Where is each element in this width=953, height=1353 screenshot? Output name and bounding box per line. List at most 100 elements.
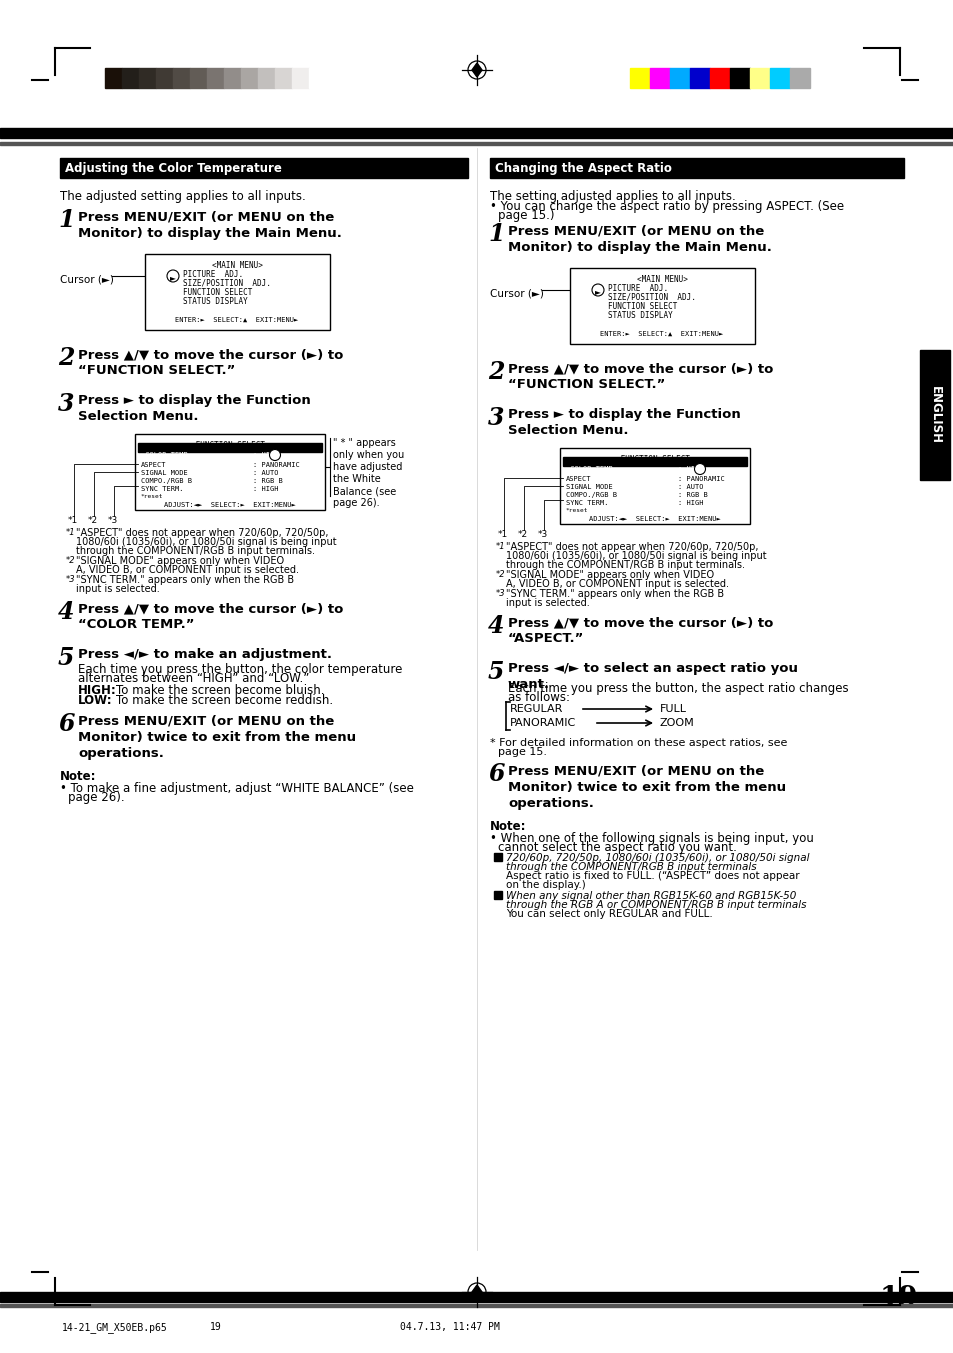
Bar xyxy=(0,142,953,145)
Bar xyxy=(0,1292,953,1302)
Text: Press ▲/▼ to move the cursor (►) to
“FUNCTION SELECT.”: Press ▲/▼ to move the cursor (►) to “FUN… xyxy=(78,348,343,377)
Text: 3: 3 xyxy=(488,406,504,430)
Text: : HIGH: : HIGH xyxy=(678,465,702,472)
Text: page 26).: page 26). xyxy=(68,792,125,804)
Text: : PANORAMIC: : PANORAMIC xyxy=(253,461,299,468)
Text: • When one of the following signals is being input, you: • When one of the following signals is b… xyxy=(490,832,813,846)
Circle shape xyxy=(269,449,280,460)
Text: • You can change the aspect ratio by pressing ASPECT. (See: • You can change the aspect ratio by pre… xyxy=(490,200,843,212)
Text: Press ▲/▼ to move the cursor (►) to
“ASPECT.”: Press ▲/▼ to move the cursor (►) to “ASP… xyxy=(507,616,773,645)
Bar xyxy=(138,442,322,452)
Text: Each time you press the button, the color temperature: Each time you press the button, the colo… xyxy=(78,663,402,676)
Text: "ASPECT" does not appear when 720/60p, 720/50p,: "ASPECT" does not appear when 720/60p, 7… xyxy=(76,528,328,538)
Text: Changing the Aspect Ratio: Changing the Aspect Ratio xyxy=(495,162,671,175)
Text: <FUNCTION SELECT>: <FUNCTION SELECT> xyxy=(615,455,694,464)
Text: To make the screen become bluish.: To make the screen become bluish. xyxy=(116,685,324,697)
Text: SIGNAL MODE: SIGNAL MODE xyxy=(565,484,612,490)
Bar xyxy=(156,68,172,88)
Circle shape xyxy=(592,284,603,296)
Bar xyxy=(649,68,669,88)
Text: page 15.: page 15. xyxy=(497,747,546,756)
Bar xyxy=(769,68,789,88)
Bar xyxy=(105,68,122,88)
Text: HIGH:: HIGH: xyxy=(78,685,116,697)
Text: *reset: *reset xyxy=(141,494,163,499)
Text: SIZE/POSITION  ADJ.: SIZE/POSITION ADJ. xyxy=(607,294,695,302)
Text: alternates between “HIGH” and “LOW.”: alternates between “HIGH” and “LOW.” xyxy=(78,672,309,685)
Text: : HIGH: : HIGH xyxy=(678,501,702,506)
Text: SYNC TERM.: SYNC TERM. xyxy=(141,486,183,492)
Text: *2: *2 xyxy=(88,515,98,525)
Text: Press ◄/► to select an aspect ratio you
want.: Press ◄/► to select an aspect ratio you … xyxy=(507,662,797,691)
Text: : HIGH: : HIGH xyxy=(253,452,278,459)
Text: STATUS DISPLAY: STATUS DISPLAY xyxy=(607,311,672,321)
Bar xyxy=(0,1304,953,1307)
Text: 04.7.13, 11:47 PM: 04.7.13, 11:47 PM xyxy=(399,1322,499,1331)
Text: FUNCTION SELECT: FUNCTION SELECT xyxy=(607,302,677,311)
Text: ENTER:►  SELECT:▲  EXIT:MENU►: ENTER:► SELECT:▲ EXIT:MENU► xyxy=(175,317,298,323)
Bar xyxy=(207,68,224,88)
Bar xyxy=(139,68,156,88)
Bar xyxy=(274,68,292,88)
Text: as follows:: as follows: xyxy=(507,691,569,704)
Text: *1: *1 xyxy=(497,530,508,538)
Text: "SIGNAL MODE" appears only when VIDEO: "SIGNAL MODE" appears only when VIDEO xyxy=(505,570,714,580)
Bar xyxy=(0,129,953,138)
Text: 19: 19 xyxy=(879,1285,918,1312)
Text: SIZE/POSITION  ADJ.: SIZE/POSITION ADJ. xyxy=(183,279,271,288)
Bar xyxy=(60,158,468,179)
Text: Press ▲/▼ to move the cursor (►) to
“COLOR TEMP.”: Press ▲/▼ to move the cursor (►) to “COL… xyxy=(78,602,343,632)
Text: *3: *3 xyxy=(66,575,75,584)
Polygon shape xyxy=(472,64,481,77)
Text: ADJUST:◄►  SELECT:►  EXIT:MENU►: ADJUST:◄► SELECT:► EXIT:MENU► xyxy=(164,502,295,507)
Text: ENGLISH: ENGLISH xyxy=(927,386,941,444)
Text: 1: 1 xyxy=(488,222,504,246)
Bar xyxy=(729,68,749,88)
Bar xyxy=(494,892,501,898)
Text: Note:: Note: xyxy=(490,820,526,833)
Text: ZOOM: ZOOM xyxy=(659,718,694,728)
Text: When any signal other than RGB15K-60 and RGB15K-50: When any signal other than RGB15K-60 and… xyxy=(505,892,796,901)
Polygon shape xyxy=(472,1285,481,1299)
Text: STATUS DISPLAY: STATUS DISPLAY xyxy=(183,298,248,306)
Text: ►COLOR TEMP.: ►COLOR TEMP. xyxy=(141,452,192,459)
Text: 720/60p, 720/50p, 1080/60i (1035/60i), or 1080/50i signal: 720/60p, 720/50p, 1080/60i (1035/60i), o… xyxy=(505,852,809,863)
Text: through the COMPONENT/RGB B input terminals: through the COMPONENT/RGB B input termin… xyxy=(505,862,756,871)
Text: 4: 4 xyxy=(488,614,504,639)
Bar xyxy=(241,68,257,88)
Text: PICTURE  ADJ.: PICTURE ADJ. xyxy=(607,284,667,294)
Text: Press MENU/EXIT (or MENU on the
Monitor) twice to exit from the menu
operations.: Press MENU/EXIT (or MENU on the Monitor)… xyxy=(78,714,355,760)
Text: * For detailed information on these aspect ratios, see: * For detailed information on these aspe… xyxy=(490,737,786,748)
Text: input is selected.: input is selected. xyxy=(505,598,589,607)
Text: through the RGB A or COMPONENT/RGB B input terminals: through the RGB A or COMPONENT/RGB B inp… xyxy=(505,900,805,911)
Bar xyxy=(559,448,749,524)
Text: The setting adjusted applies to all inputs.: The setting adjusted applies to all inpu… xyxy=(490,189,735,203)
Text: 1080/60i (1035/60i), or 1080/50i signal is being input: 1080/60i (1035/60i), or 1080/50i signal … xyxy=(76,537,336,547)
Text: cannot select the aspect ratio you want.: cannot select the aspect ratio you want. xyxy=(497,842,736,854)
Text: LOW:: LOW: xyxy=(78,694,112,708)
Text: ASPECT: ASPECT xyxy=(565,476,591,482)
Circle shape xyxy=(167,271,179,281)
Bar xyxy=(145,254,330,330)
Text: : AUTO: : AUTO xyxy=(678,484,702,490)
Text: FUNCTION SELECT: FUNCTION SELECT xyxy=(183,288,253,298)
Text: To make the screen become reddish.: To make the screen become reddish. xyxy=(116,694,333,708)
Text: Press ► to display the Function
Selection Menu.: Press ► to display the Function Selectio… xyxy=(78,394,311,423)
Text: : RGB B: : RGB B xyxy=(253,478,282,484)
Text: REGULAR: REGULAR xyxy=(510,704,563,714)
Bar xyxy=(689,68,709,88)
Text: Press ◄/► to make an adjustment.: Press ◄/► to make an adjustment. xyxy=(78,648,332,662)
Bar xyxy=(122,68,139,88)
Text: : RGB B: : RGB B xyxy=(678,492,707,498)
Text: COMPO./RGB B: COMPO./RGB B xyxy=(141,478,192,484)
Text: • To make a fine adjustment, adjust “WHITE BALANCE” (see: • To make a fine adjustment, adjust “WHI… xyxy=(60,782,414,796)
Bar xyxy=(562,457,746,465)
Text: Press ► to display the Function
Selection Menu.: Press ► to display the Function Selectio… xyxy=(507,409,740,437)
Text: *3: *3 xyxy=(537,530,548,538)
Text: COMPO./RGB B: COMPO./RGB B xyxy=(565,492,617,498)
Bar xyxy=(629,68,649,88)
Text: Note:: Note: xyxy=(60,770,96,783)
Text: Adjusting the Color Temperature: Adjusting the Color Temperature xyxy=(65,162,281,175)
Text: <MAIN MENU>: <MAIN MENU> xyxy=(636,275,687,284)
Text: " * " appears
only when you
have adjusted
the White
Balance (see
page 26).: " * " appears only when you have adjuste… xyxy=(333,438,404,507)
